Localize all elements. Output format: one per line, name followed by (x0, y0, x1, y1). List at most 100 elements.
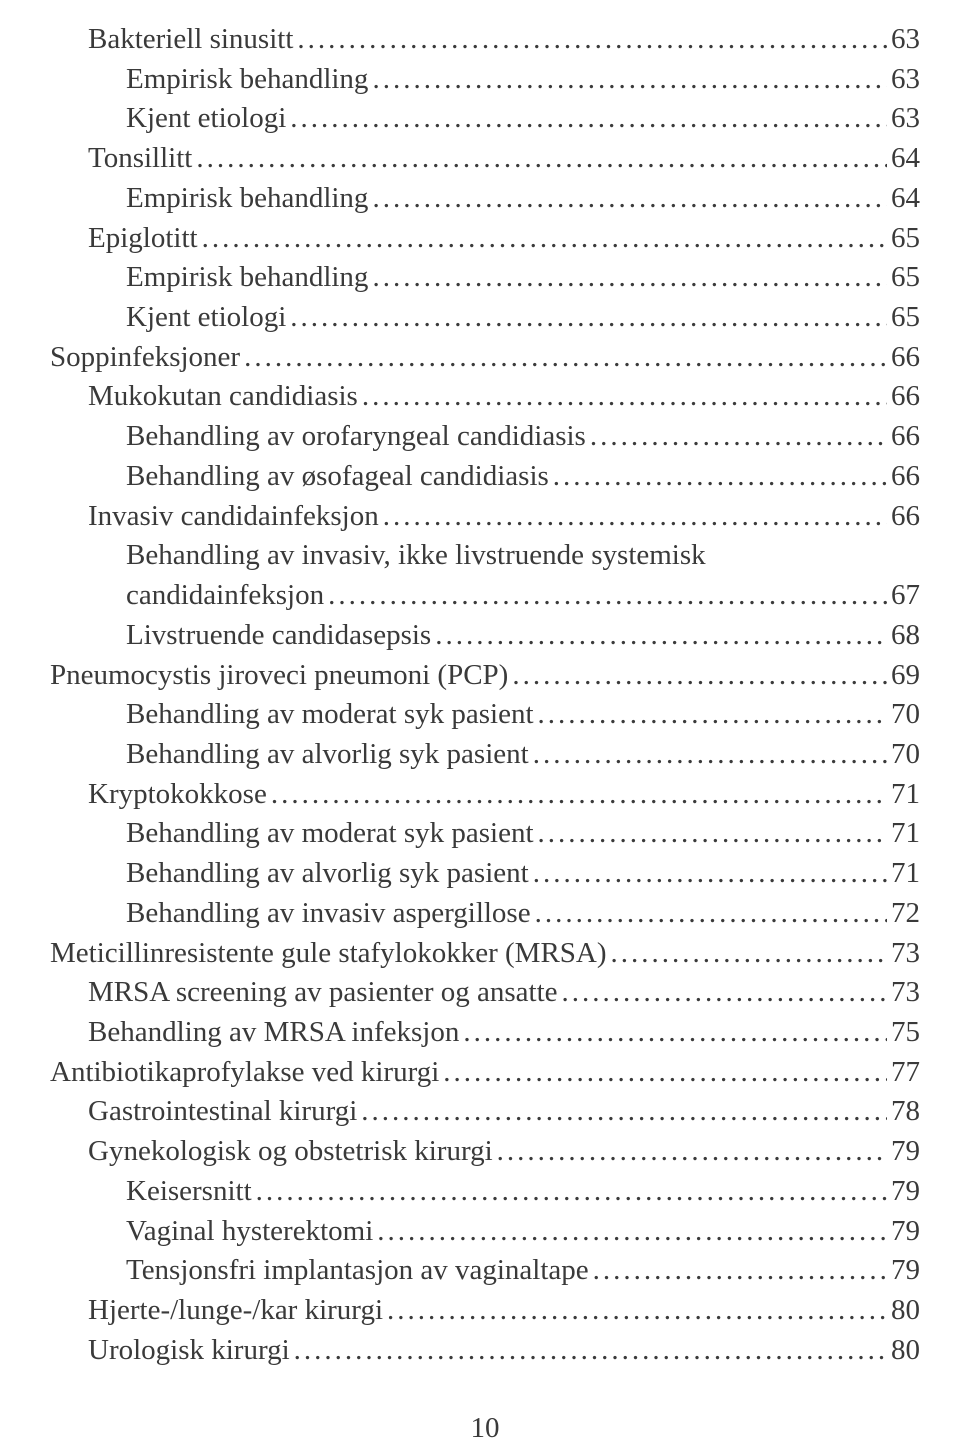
toc-entry-page: 66 (891, 417, 920, 457)
toc-entry: Behandling av øsofageal candidiasis66 (50, 457, 920, 497)
toc-entry-label: Gynekologisk og obstetrisk kirurgi (88, 1132, 493, 1172)
toc-entry-page: 63 (891, 60, 920, 100)
toc-entry-label: candidainfeksjon (126, 576, 324, 616)
toc-entry-page: 66 (891, 457, 920, 497)
toc-entry: Behandling av alvorlig syk pasient70 (50, 735, 920, 775)
toc-entry-page: 80 (891, 1331, 920, 1371)
toc-leader-dots (533, 854, 887, 894)
toc-entry: Empirisk behandling64 (50, 179, 920, 219)
toc-entry-label: Pneumocystis jiroveci pneumoni (PCP) (50, 656, 508, 696)
toc-entry: Antibiotikaprofylakse ved kirurgi77 (50, 1053, 920, 1093)
toc-entry: Keisersnitt 79 (50, 1172, 920, 1212)
toc-entry-label: Hjerte-/lunge-/kar kirurgi (88, 1291, 383, 1331)
toc-entry-page: 69 (891, 656, 920, 696)
toc-entry-label: Vaginal hysterektomi (126, 1212, 373, 1252)
toc-entry-page: 73 (891, 973, 920, 1013)
toc-leader-dots (297, 20, 887, 60)
toc-leader-dots (196, 139, 887, 179)
toc-entry-page: 75 (891, 1013, 920, 1053)
toc-entry-page: 65 (891, 258, 920, 298)
toc-leader-dots (435, 616, 887, 656)
toc-entry-page: 67 (891, 576, 920, 616)
toc-entry: Tonsillitt 64 (50, 139, 920, 179)
toc-entry-label: Empirisk behandling (126, 60, 368, 100)
toc-entry-label: MRSA screening av pasienter og ansatte (88, 973, 558, 1013)
toc-entry-label: Behandling av invasiv, ikke livstruende … (126, 536, 706, 576)
toc-entry: Invasiv candidainfeksjon66 (50, 497, 920, 537)
toc-entry: Behandling av MRSA infeksjon 75 (50, 1013, 920, 1053)
toc-entry-page: 71 (891, 854, 920, 894)
toc-entry: Behandling av orofaryngeal candidiasis 66 (50, 417, 920, 457)
toc-entry-page: 68 (891, 616, 920, 656)
toc-entry-page: 78 (891, 1092, 920, 1132)
toc-entry-label: Livstruende candidasepsis (126, 616, 431, 656)
toc-leader-dots (497, 1132, 887, 1172)
toc-entry-label: Keisersnitt (126, 1172, 252, 1212)
toc-entry-page: 63 (891, 20, 920, 60)
toc-entry: Mukokutan candidiasis66 (50, 377, 920, 417)
page-number: 10 (50, 1412, 920, 1445)
toc-entry: Empirisk behandling 63 (50, 60, 920, 100)
toc-entry: Empirisk behandling65 (50, 258, 920, 298)
toc-leader-dots (372, 258, 887, 298)
toc-leader-dots (290, 298, 887, 338)
toc-leader-dots (590, 417, 887, 457)
toc-entry-label: Behandling av moderat syk pasient (126, 814, 534, 854)
toc-entry-page: 71 (891, 814, 920, 854)
toc-entry-label: Behandling av MRSA infeksjon (88, 1013, 459, 1053)
toc-entry-label: Urologisk kirurgi (88, 1331, 290, 1371)
toc-entry: Tensjonsfri implantasjon av vaginaltape7… (50, 1251, 920, 1291)
toc-entry-label: Behandling av invasiv aspergillose (126, 894, 531, 934)
toc-entry-label: Gastrointestinal kirurgi (88, 1092, 357, 1132)
toc-entry: Behandling av alvorlig syk pasient71 (50, 854, 920, 894)
toc-entry-label: Soppinfeksjoner (50, 338, 240, 378)
toc-entry: Gynekologisk og obstetrisk kirurgi 79 (50, 1132, 920, 1172)
toc-entry-label: Antibiotikaprofylakse ved kirurgi (50, 1053, 439, 1093)
toc-entry-label: Bakteriell sinusitt (88, 20, 293, 60)
toc-leader-dots (361, 1092, 887, 1132)
toc-entry-page: 73 (891, 934, 920, 974)
toc-entry-page: 80 (891, 1291, 920, 1331)
toc-leader-dots (562, 973, 887, 1013)
toc-entry-label: Behandling av alvorlig syk pasient (126, 735, 529, 775)
toc-leader-dots (533, 735, 887, 775)
toc-leader-dots (362, 377, 887, 417)
toc-entry: Kjent etiologi63 (50, 99, 920, 139)
toc-entry-label: Invasiv candidainfeksjon (88, 497, 379, 537)
toc-entry-label: Empirisk behandling (126, 179, 368, 219)
toc-entry-page: 79 (891, 1172, 920, 1212)
toc-entry-label: Behandling av orofaryngeal candidiasis (126, 417, 586, 457)
toc-entry: Behandling av moderat syk pasient 71 (50, 814, 920, 854)
toc-entry: Vaginal hysterektomi79 (50, 1212, 920, 1252)
toc-leader-dots (538, 695, 887, 735)
toc-entry-page: 65 (891, 298, 920, 338)
toc-entry: Livstruende candidasepsis 68 (50, 616, 920, 656)
toc-entry-page: 66 (891, 338, 920, 378)
toc-leader-dots (328, 576, 887, 616)
toc-entry-label: Behandling av moderat syk pasient (126, 695, 534, 735)
toc-leader-dots (611, 934, 887, 974)
toc-leader-dots (383, 497, 887, 537)
toc-entry: Behandling av invasiv, ikke livstruende … (50, 536, 920, 576)
toc-entry: Hjerte-/lunge-/kar kirurgi 80 (50, 1291, 920, 1331)
toc-leader-dots (290, 99, 887, 139)
toc-leader-dots (553, 457, 887, 497)
toc-leader-dots (512, 656, 887, 696)
toc-leader-dots (372, 179, 887, 219)
toc-entry-page: 79 (891, 1132, 920, 1172)
toc-leader-dots (535, 894, 887, 934)
toc-entry-label: Tonsillitt (88, 139, 192, 179)
toc-leader-dots (593, 1251, 887, 1291)
toc-leader-dots (202, 219, 887, 259)
toc-entry-label: Epiglotitt (88, 219, 198, 259)
toc-leader-dots (244, 338, 887, 378)
toc-entry-page: 66 (891, 377, 920, 417)
toc-entry: Kryptokokkose71 (50, 775, 920, 815)
toc-entry-page: 64 (891, 139, 920, 179)
toc-entry: Bakteriell sinusitt 63 (50, 20, 920, 60)
toc-entry-label: Meticillinresistente gule stafylokokker … (50, 934, 607, 974)
toc-entry-label: Kryptokokkose (88, 775, 267, 815)
toc-entry: Behandling av moderat syk pasient70 (50, 695, 920, 735)
toc-leader-dots (271, 775, 887, 815)
toc-entry-page: 79 (891, 1251, 920, 1291)
